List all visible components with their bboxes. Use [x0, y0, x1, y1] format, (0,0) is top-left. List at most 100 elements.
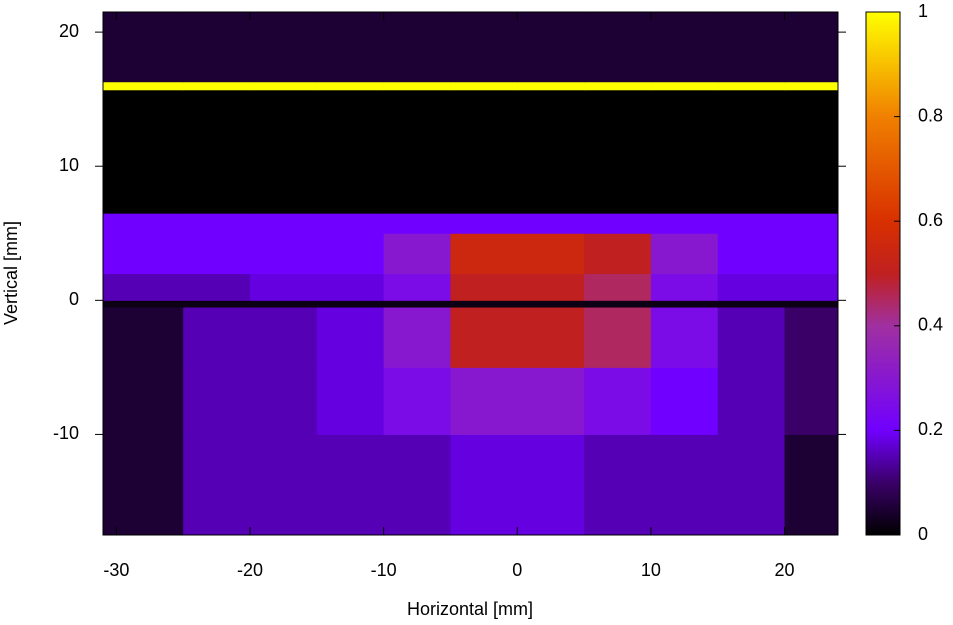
heatmap-cell	[517, 12, 585, 83]
colorbar	[865, 11, 901, 536]
heatmap-cell	[383, 273, 451, 301]
heatmap-cell	[584, 81, 652, 91]
heatmap-cell	[383, 12, 451, 83]
heatmap-cell	[717, 434, 786, 536]
x-tick-label: 0	[512, 560, 522, 580]
heatmap-cell	[103, 307, 184, 368]
heatmap-cell	[650, 367, 719, 435]
heatmap-cell	[450, 434, 518, 536]
colorbar-tick-label: 0.2	[918, 419, 943, 439]
heatmap-cell	[250, 89, 318, 214]
heatmap-cell	[784, 300, 839, 308]
heatmap-cell	[316, 89, 385, 214]
heatmap-cell	[383, 307, 451, 368]
heatmap-cell	[517, 434, 585, 536]
heatmap-cell	[383, 300, 451, 308]
heatmap-cell	[183, 89, 251, 214]
heatmap-cell	[517, 300, 585, 308]
heatmap-cell	[584, 307, 652, 368]
heatmap-cell	[316, 367, 385, 435]
heatmap-cell	[316, 81, 385, 91]
heatmap-cell	[316, 213, 385, 234]
heatmap-cell	[103, 300, 184, 308]
heatmap-cell	[784, 273, 839, 301]
y-tick-label: -10	[53, 423, 79, 443]
heatmap-cell	[316, 12, 385, 83]
heatmap-cell	[650, 434, 719, 536]
colorbar-tick-label: 0	[918, 524, 928, 544]
heatmap-cell	[383, 213, 451, 234]
heatmap-cell	[183, 307, 251, 368]
heatmap-cell	[103, 89, 184, 214]
heatmap-cell	[784, 367, 839, 435]
heatmap-cell	[316, 434, 385, 536]
heatmap-cell	[450, 300, 518, 308]
heatmap-cell	[584, 12, 652, 83]
heatmap-cell	[717, 81, 786, 91]
x-tick-label: -30	[103, 560, 129, 580]
heatmap-cell	[450, 81, 518, 91]
heatmap-cell	[450, 273, 518, 301]
colorbar-tick-label: 0.8	[918, 105, 943, 125]
y-tick-label: 0	[69, 289, 79, 309]
heatmap-cell	[183, 300, 251, 308]
heatmap-cell	[103, 12, 184, 83]
x-tick-label: -10	[371, 560, 397, 580]
heatmap-cell	[784, 213, 839, 234]
colorbar-tick-label: 0.6	[918, 210, 943, 230]
heatmap-cell	[103, 273, 184, 301]
heatmap-cell	[584, 233, 652, 274]
y-tick-label: 10	[59, 155, 79, 175]
x-tick-label: 20	[775, 560, 795, 580]
heatmap-cell	[316, 307, 385, 368]
heatmap-cell	[650, 12, 719, 83]
heatmap-cell	[103, 213, 184, 234]
heatmap-cell	[450, 307, 518, 368]
heatmap-cell	[784, 434, 839, 536]
heatmap-cell	[650, 233, 719, 274]
heatmap-cell	[650, 300, 719, 308]
heatmap-cell	[717, 367, 786, 435]
heatmap-cell	[103, 367, 184, 435]
heatmap-cell	[250, 307, 318, 368]
heatmap-cell	[450, 89, 518, 214]
heatmap-cell	[717, 89, 786, 214]
heatmap-cell	[383, 367, 451, 435]
heatmap-cell	[717, 213, 786, 234]
heatmap-cell	[183, 273, 251, 301]
colorbar-tick-label: 0.4	[918, 315, 943, 335]
heatmap-cell	[650, 213, 719, 234]
heatmap-cell	[717, 12, 786, 83]
heatmap-cell	[316, 300, 385, 308]
heatmap-cell	[784, 89, 839, 214]
heatmap-cell	[183, 434, 251, 536]
heatmap-cell	[183, 367, 251, 435]
heatmap-cell	[650, 89, 719, 214]
heatmap-cell	[784, 81, 839, 91]
heatmap-cell	[103, 434, 184, 536]
heatmap-cell	[784, 12, 839, 83]
x-tick-label: -20	[237, 560, 263, 580]
heatmap-cell	[250, 81, 318, 91]
heatmap-cell	[517, 367, 585, 435]
colorbar-tick-label: 1	[918, 1, 928, 21]
heatmap-cell	[650, 307, 719, 368]
heatmap-cell	[450, 12, 518, 83]
heatmap-cell	[584, 89, 652, 214]
heatmap-cell	[383, 81, 451, 91]
heatmap-cell	[517, 233, 585, 274]
heatmap-cell	[517, 307, 585, 368]
heatmap-cell	[784, 307, 839, 368]
x-axis-label: Horizontal [mm]	[407, 599, 533, 619]
heatmap-cell	[383, 434, 451, 536]
heatmap-cell	[584, 213, 652, 234]
heatmap-cell	[250, 213, 318, 234]
plot-frame	[102, 11, 839, 536]
heatmap-cell	[103, 233, 184, 274]
heatmap-cell	[250, 300, 318, 308]
heatmap-cell	[517, 213, 585, 234]
heatmap-cell	[383, 89, 451, 214]
heatmap-cell	[383, 233, 451, 274]
